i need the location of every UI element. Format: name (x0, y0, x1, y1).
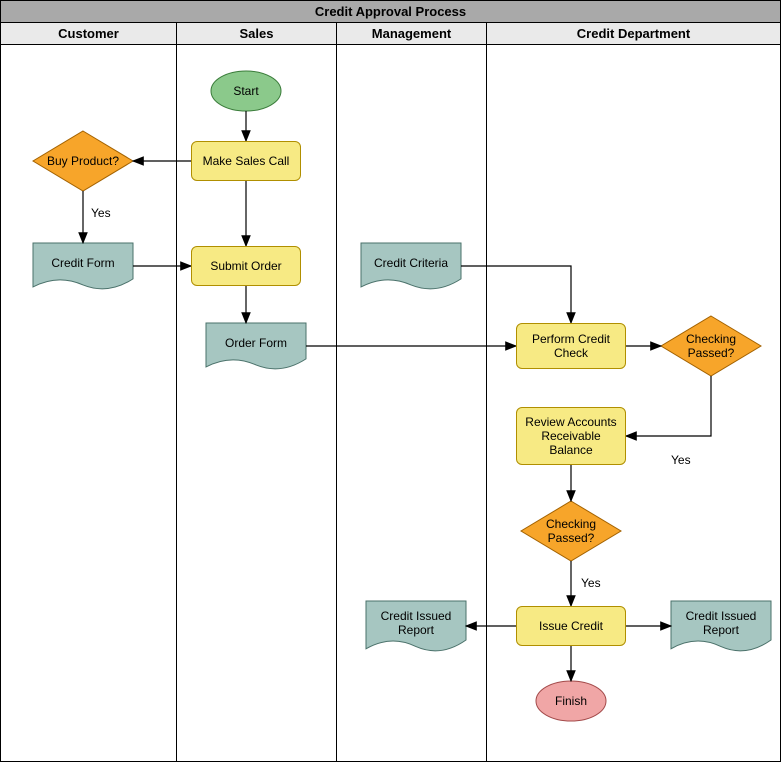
node-start (211, 71, 281, 111)
node-reportL (366, 601, 466, 651)
edge-checkPass1-reviewAR (626, 376, 711, 436)
lane-header-credit: Credit Department (486, 23, 780, 45)
node-reportR (671, 601, 771, 651)
node-orderForm (206, 323, 306, 369)
node-checkPass2 (521, 501, 621, 561)
edge-label-buyProduct-creditForm: Yes (91, 206, 111, 220)
lane-header-customer: Customer (1, 23, 176, 45)
svg-layer (1, 1, 781, 763)
lane-divider (176, 23, 177, 761)
flowchart-canvas: Credit Approval Process CustomerSalesMan… (0, 0, 781, 762)
lane-header-management: Management (336, 23, 486, 45)
node-reviewAR: Review Accounts Receivable Balance (516, 407, 626, 465)
edge-label-checkPass1-reviewAR: Yes (671, 453, 691, 467)
node-checkPass1 (661, 316, 761, 376)
node-buyProduct (33, 131, 133, 191)
node-criteria (361, 243, 461, 289)
lane-divider (336, 23, 337, 761)
node-salesCall: Make Sales Call (191, 141, 301, 181)
node-creditCheck: Perform Credit Check (516, 323, 626, 369)
lane-divider (486, 23, 487, 761)
lane-header-sales: Sales (176, 23, 336, 45)
edge-criteria-creditCheck (461, 266, 571, 323)
node-submitOrder: Submit Order (191, 246, 301, 286)
node-issueCredit: Issue Credit (516, 606, 626, 646)
edge-label-checkPass2-issueCredit: Yes (581, 576, 601, 590)
node-finish (536, 681, 606, 721)
node-creditForm (33, 243, 133, 289)
